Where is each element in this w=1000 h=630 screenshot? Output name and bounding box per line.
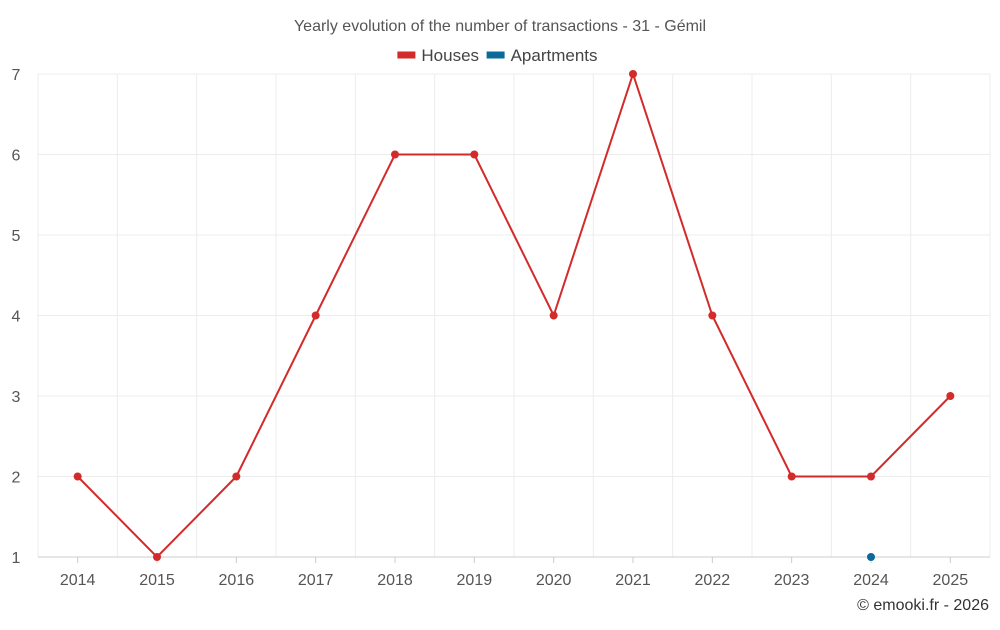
series-apartments: [867, 553, 875, 561]
legend-swatch: [397, 51, 416, 59]
x-tick-label: 2025: [933, 572, 969, 589]
x-tick-label: 2024: [853, 572, 889, 589]
y-tick-label: 3: [12, 389, 21, 406]
legend: Houses Apartments: [397, 46, 598, 65]
y-tick-label: 1: [12, 550, 21, 567]
y-tick-label: 7: [12, 67, 21, 84]
y-tick-label: 4: [12, 309, 21, 326]
x-tick-label: 2023: [774, 572, 810, 589]
series-houses: [73, 70, 955, 561]
y-tick-label: 6: [12, 148, 21, 165]
data-point[interactable]: [470, 150, 479, 159]
series-line: [76, 70, 952, 559]
grid: [37, 73, 991, 557]
data-point[interactable]: [391, 150, 399, 159]
data-point[interactable]: [867, 472, 875, 481]
x-tick-label: 2017: [298, 572, 334, 589]
y-tick-label: 5: [12, 228, 21, 245]
data-point[interactable]: [867, 553, 875, 561]
x-tick-label: 2016: [219, 572, 255, 589]
y-tick-label: 2: [12, 470, 21, 487]
legend-label: Houses: [421, 46, 479, 65]
y-axis: 1 2 3 4 5 6 7: [12, 67, 21, 567]
x-tick-label: 2018: [377, 572, 413, 589]
legend-swatch: [486, 51, 505, 59]
data-point[interactable]: [73, 472, 82, 481]
data-point[interactable]: [311, 311, 320, 320]
legend-label: Apartments: [511, 46, 598, 65]
x-tick-label: 2019: [457, 572, 493, 589]
x-tick-label: 2020: [536, 572, 572, 589]
x-tick-label: 2022: [695, 572, 731, 589]
data-point[interactable]: [153, 553, 161, 561]
data-point[interactable]: [946, 392, 955, 400]
x-tick-label: 2014: [60, 572, 96, 589]
chart-title: Yearly evolution of the number of transa…: [294, 18, 706, 35]
x-axis: 2014 2015 2016 2017 2018 2019 2020 2021 2022 2023…: [38, 556, 990, 589]
x-tick-label: 2021: [615, 572, 651, 589]
credit-text: © emooki.fr - 2026: [857, 597, 989, 614]
legend-item-apartments[interactable]: Apartments: [486, 46, 598, 65]
data-point[interactable]: [629, 70, 637, 78]
series-layer: [73, 70, 955, 561]
x-tick-label: 2015: [139, 572, 175, 589]
data-point[interactable]: [708, 311, 717, 320]
data-point[interactable]: [549, 311, 558, 320]
data-point[interactable]: [232, 472, 241, 481]
legend-item-houses[interactable]: Houses: [397, 46, 479, 65]
data-point[interactable]: [787, 472, 796, 481]
